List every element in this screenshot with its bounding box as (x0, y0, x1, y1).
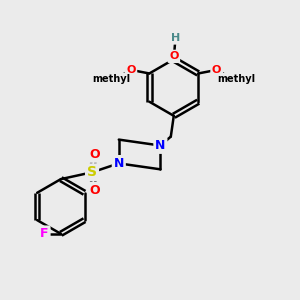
Text: N: N (155, 139, 166, 152)
Text: methyl: methyl (92, 74, 130, 84)
Text: methyl: methyl (217, 74, 255, 84)
Text: F: F (40, 227, 49, 240)
Text: O: O (89, 184, 100, 196)
Text: O: O (169, 51, 178, 62)
Text: O: O (212, 65, 221, 75)
Text: O: O (89, 148, 100, 161)
Text: O: O (126, 65, 136, 75)
Text: N: N (114, 157, 124, 170)
Text: S: S (87, 165, 97, 179)
Text: H: H (171, 33, 180, 43)
